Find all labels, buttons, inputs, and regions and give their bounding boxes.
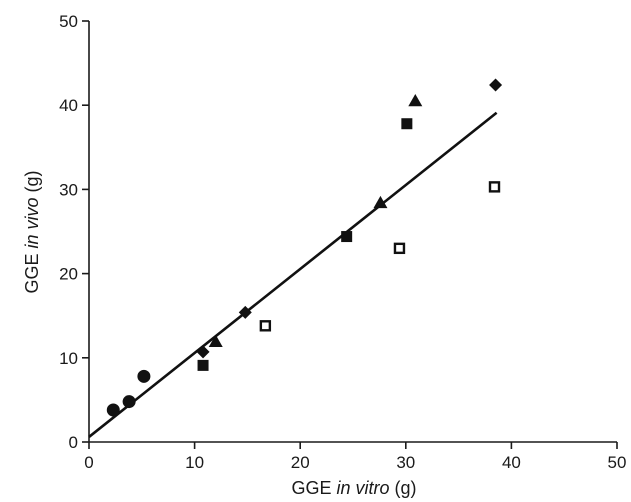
data-point-circle xyxy=(122,395,136,409)
data-point-diamond xyxy=(238,305,252,319)
x-axis-title: GGE in vitro (g) xyxy=(291,478,416,498)
axes xyxy=(88,21,617,443)
data-point-triangle xyxy=(373,195,388,209)
data-point-diamond xyxy=(196,345,210,359)
x-tick-label: 20 xyxy=(291,453,310,472)
data-point-triangle xyxy=(208,334,223,348)
y-tick-label: 0 xyxy=(69,433,78,452)
data-point-circle xyxy=(137,369,151,383)
data-point-triangle xyxy=(408,93,423,107)
data-point-circle xyxy=(106,403,120,417)
x-tick-label: 50 xyxy=(608,453,627,472)
data-point-open-square xyxy=(259,320,272,332)
data-points xyxy=(106,78,503,417)
y-tick-label: 20 xyxy=(59,265,78,284)
x-tick-label: 10 xyxy=(185,453,204,472)
y-tick-label: 40 xyxy=(59,96,78,115)
x-axis-title-suffix: (g) xyxy=(390,478,417,498)
y-tick-label: 10 xyxy=(59,349,78,368)
x-tick-label: 40 xyxy=(502,453,521,472)
x-tick-label: 30 xyxy=(396,453,415,472)
x-axis-ticks: 0 10 20 30 40 50 xyxy=(84,442,626,472)
x-axis-title-italic: in vitro xyxy=(337,478,390,498)
y-axis-title: GGE in vivo (g) xyxy=(22,170,42,293)
regression-line xyxy=(88,111,498,438)
y-axis-title-suffix: (g) xyxy=(22,170,42,197)
y-axis-ticks: 0 10 20 30 40 50 xyxy=(59,12,89,452)
data-point-open-square xyxy=(488,181,501,193)
x-axis-title-prefix: GGE xyxy=(291,478,336,498)
data-point-square xyxy=(341,231,353,243)
data-point-diamond xyxy=(489,78,503,92)
data-point-square xyxy=(401,118,413,130)
x-tick-label: 0 xyxy=(84,453,93,472)
y-axis-title-italic: in vivo xyxy=(22,197,42,248)
data-point-square xyxy=(197,359,209,371)
y-tick-label: 30 xyxy=(59,180,78,199)
data-point-open-square xyxy=(393,242,406,255)
y-tick-label: 50 xyxy=(59,12,78,31)
y-axis-title-prefix: GGE xyxy=(22,249,42,294)
